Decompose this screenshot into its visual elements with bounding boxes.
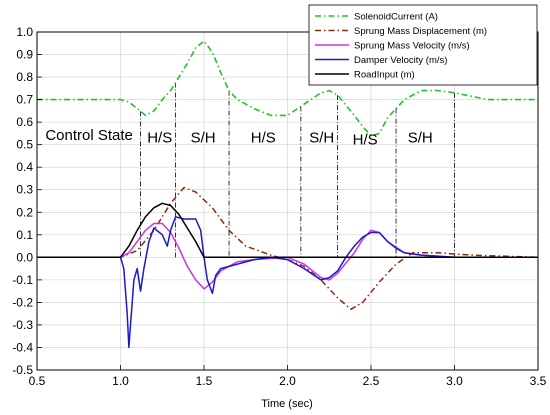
series-line-3 [37, 216, 538, 349]
control-state-label: H/S [251, 129, 276, 146]
x-tick-label: 1.5 [196, 374, 213, 388]
x-tick-label: 0.5 [29, 374, 46, 388]
control-state-boundaries [140, 82, 455, 258]
y-tick-label: 0.9 [16, 48, 33, 62]
y-tick-label: -0.1 [12, 273, 33, 287]
control-state-label: H/S [353, 132, 378, 149]
y-tick-label: 0.0 [16, 250, 33, 264]
legend-entry-label: SolenoidCurrent (A) [354, 12, 438, 23]
x-tick-label: 2.5 [363, 374, 380, 388]
y-tick-label: -0.4 [12, 340, 33, 354]
y-tick-label: 0.7 [16, 93, 33, 107]
series-line-0 [37, 40, 538, 137]
control-state-label: H/S [147, 129, 172, 146]
x-tick-label: 3.0 [446, 374, 463, 388]
x-axis-title: Time (sec) [261, 398, 313, 410]
y-tick-label: -0.3 [12, 318, 33, 332]
control-state-title: Control State [45, 127, 133, 144]
x-tick-label: 2.0 [279, 374, 296, 388]
x-tick-label: 1.0 [112, 374, 129, 388]
y-tick-label: 0.2 [16, 205, 33, 219]
legend-entry-label: Sprung Mass Displacement (m) [354, 26, 487, 37]
y-tick-label: 0.8 [16, 70, 33, 84]
series-lines [37, 40, 539, 349]
y-tick-label: 0.3 [16, 183, 33, 197]
legend-entry-label: RoadInput (m) [354, 70, 415, 81]
y-tick-label: 0.5 [16, 138, 33, 152]
y-tick-label: -0.5 [12, 363, 33, 377]
legend-entry-label: Damper Velocity (m/s) [354, 55, 447, 66]
y-tick-label: 1.0 [16, 25, 33, 39]
y-axis-ticks: -0.5 -0.4 -0.3 -0.2 -0.1 0.0 0.1 0.2 0.3 0.4 0.5 0.… [12, 25, 42, 377]
series-line-4 [37, 202, 538, 259]
y-tick-label: 0.1 [16, 228, 33, 242]
control-state-label: S/H [309, 129, 334, 146]
x-axis-ticks: 0.5 1.0 1.5 2.0 2.5 3.0 3.5 [29, 365, 547, 388]
legend: SolenoidCurrent (A) Sprung Mass Displacem… [308, 4, 538, 86]
x-tick-label: 3.5 [530, 374, 547, 388]
y-tick-label: 0.6 [16, 115, 33, 129]
control-state-label: S/H [408, 129, 433, 146]
legend-entry-label: Sprung Mass Velocity (m/s) [354, 41, 470, 52]
control-state-annotations: Control State H/S S/H H/S S/H H/S S/H [45, 127, 432, 149]
y-tick-label: 0.4 [16, 160, 33, 174]
y-tick-label: -0.2 [12, 295, 33, 309]
control-state-label: S/H [191, 129, 216, 146]
